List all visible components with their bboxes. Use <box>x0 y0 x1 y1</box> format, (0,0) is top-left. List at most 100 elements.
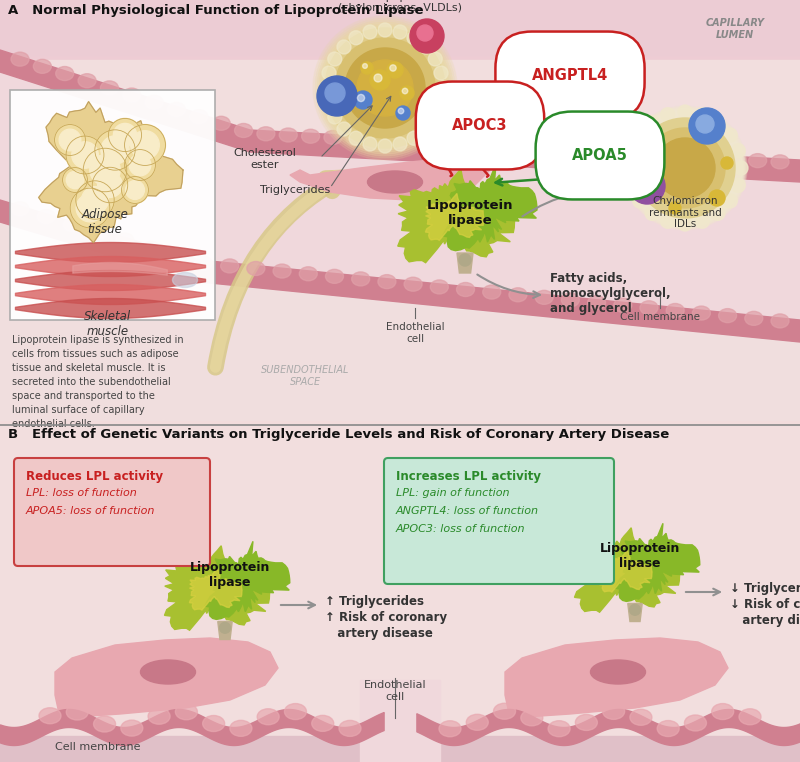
Polygon shape <box>574 528 680 612</box>
Ellipse shape <box>101 81 118 95</box>
Circle shape <box>434 96 448 110</box>
Ellipse shape <box>339 720 361 736</box>
Ellipse shape <box>562 293 579 307</box>
Text: ↓ Triglycerides: ↓ Triglycerides <box>730 582 800 595</box>
Ellipse shape <box>247 261 265 276</box>
Text: SUBENDOTHELIAL
SPACE: SUBENDOTHELIAL SPACE <box>261 365 349 386</box>
Circle shape <box>628 111 742 225</box>
Circle shape <box>320 81 334 95</box>
Circle shape <box>325 28 445 148</box>
Text: B   Effect of Genetic Variants on Triglyceride Levels and Risk of Coronary Arter: B Effect of Genetic Variants on Triglyce… <box>8 428 670 441</box>
Text: Increases LPL activity: Increases LPL activity <box>396 470 541 483</box>
Ellipse shape <box>346 132 364 146</box>
Ellipse shape <box>525 142 543 155</box>
Circle shape <box>419 40 433 54</box>
FancyArrowPatch shape <box>215 178 341 367</box>
Ellipse shape <box>148 708 170 724</box>
Polygon shape <box>218 622 232 639</box>
Circle shape <box>645 207 659 220</box>
Ellipse shape <box>482 285 501 299</box>
Text: Endothelial
cell: Endothelial cell <box>364 680 426 702</box>
Circle shape <box>678 217 692 231</box>
Circle shape <box>322 96 336 110</box>
Circle shape <box>317 20 453 156</box>
Text: Reduces LPL activity: Reduces LPL activity <box>26 470 163 483</box>
Ellipse shape <box>659 149 678 163</box>
Ellipse shape <box>299 267 318 280</box>
Circle shape <box>83 149 126 192</box>
Text: Endothelial
cell: Endothelial cell <box>386 322 444 344</box>
Circle shape <box>325 28 445 148</box>
Circle shape <box>321 24 449 152</box>
Circle shape <box>661 214 674 229</box>
Polygon shape <box>290 158 490 200</box>
Circle shape <box>630 604 640 615</box>
Circle shape <box>322 66 336 80</box>
Ellipse shape <box>535 290 553 304</box>
Text: Triglyceride-
rich lipoproteins
(chylomicrons, VLDLs): Triglyceride- rich lipoproteins (chylomi… <box>338 0 462 13</box>
Circle shape <box>410 19 444 53</box>
Circle shape <box>337 122 351 136</box>
Circle shape <box>723 128 738 142</box>
Ellipse shape <box>66 704 88 720</box>
Ellipse shape <box>168 249 186 263</box>
Circle shape <box>349 131 363 146</box>
Ellipse shape <box>414 136 431 149</box>
FancyBboxPatch shape <box>10 90 215 320</box>
Circle shape <box>731 144 746 158</box>
Circle shape <box>362 63 367 69</box>
Ellipse shape <box>739 709 761 725</box>
Circle shape <box>689 108 725 144</box>
Circle shape <box>428 52 442 66</box>
Circle shape <box>378 23 392 37</box>
Circle shape <box>655 138 715 198</box>
Polygon shape <box>599 550 652 592</box>
Circle shape <box>90 155 120 185</box>
Polygon shape <box>55 638 278 718</box>
Circle shape <box>629 168 665 204</box>
Text: Cholesterol
ester: Cholesterol ester <box>234 148 297 170</box>
Circle shape <box>125 124 166 165</box>
Ellipse shape <box>685 715 706 731</box>
Text: artery disease: artery disease <box>325 627 433 640</box>
Circle shape <box>70 188 110 228</box>
Circle shape <box>624 107 746 229</box>
Circle shape <box>354 91 372 109</box>
Ellipse shape <box>771 314 789 328</box>
Circle shape <box>98 173 122 197</box>
Circle shape <box>328 52 342 66</box>
Circle shape <box>72 142 98 168</box>
Ellipse shape <box>369 133 386 147</box>
Ellipse shape <box>273 264 291 278</box>
Ellipse shape <box>718 309 737 322</box>
Circle shape <box>407 131 421 146</box>
Circle shape <box>695 214 710 229</box>
Text: Skeletal
muscle: Skeletal muscle <box>85 310 131 338</box>
Circle shape <box>95 130 135 170</box>
Circle shape <box>82 187 109 213</box>
Ellipse shape <box>457 283 474 296</box>
Circle shape <box>398 108 404 114</box>
Circle shape <box>59 130 81 151</box>
Circle shape <box>361 62 373 74</box>
Ellipse shape <box>141 660 195 684</box>
Ellipse shape <box>602 703 625 719</box>
Ellipse shape <box>230 720 252 736</box>
Ellipse shape <box>570 144 588 158</box>
Circle shape <box>363 25 377 39</box>
Text: APOC3: loss of function: APOC3: loss of function <box>396 524 526 534</box>
Ellipse shape <box>56 66 74 81</box>
Text: LPL: gain of function: LPL: gain of function <box>396 488 510 498</box>
Ellipse shape <box>352 272 370 286</box>
Circle shape <box>345 48 425 128</box>
Ellipse shape <box>122 88 141 102</box>
Circle shape <box>92 168 128 203</box>
Circle shape <box>101 136 129 164</box>
Circle shape <box>387 62 403 78</box>
Circle shape <box>635 118 735 218</box>
Circle shape <box>76 181 114 219</box>
Ellipse shape <box>404 277 422 291</box>
Circle shape <box>625 144 638 158</box>
Ellipse shape <box>592 145 610 159</box>
Ellipse shape <box>34 59 51 73</box>
